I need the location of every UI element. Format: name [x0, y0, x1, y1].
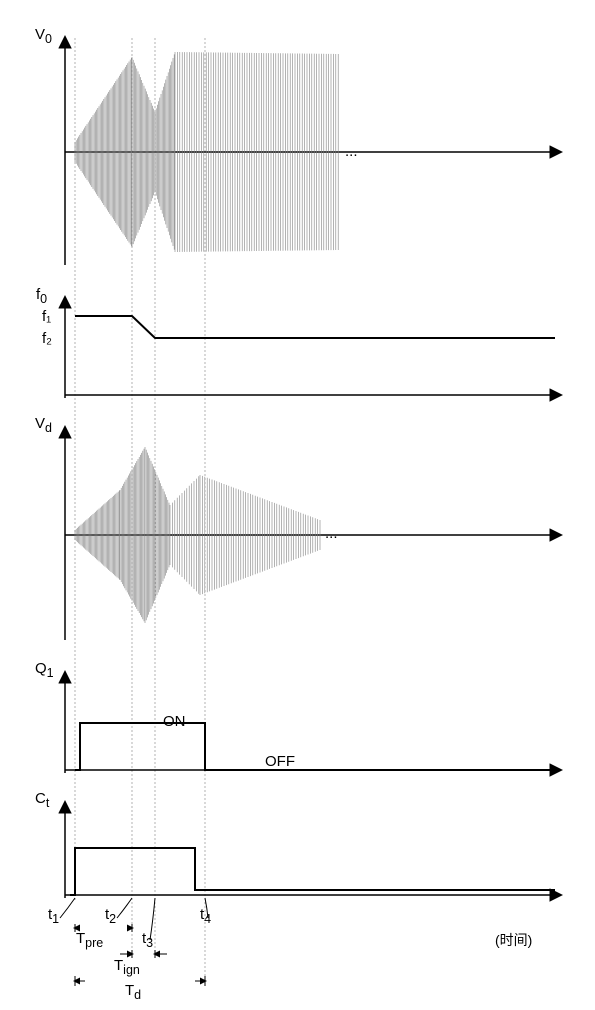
timing-diagram: V0 f0 f₁ f₂ Vd Q1 Ct ON OFF t1 t2 t3 t4 …: [20, 20, 575, 980]
diagram-svg: [20, 20, 575, 1010]
